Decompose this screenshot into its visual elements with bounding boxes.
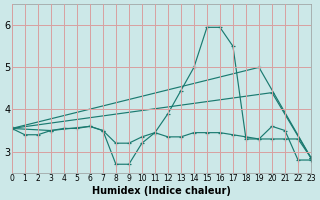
X-axis label: Humidex (Indice chaleur): Humidex (Indice chaleur) xyxy=(92,186,231,196)
